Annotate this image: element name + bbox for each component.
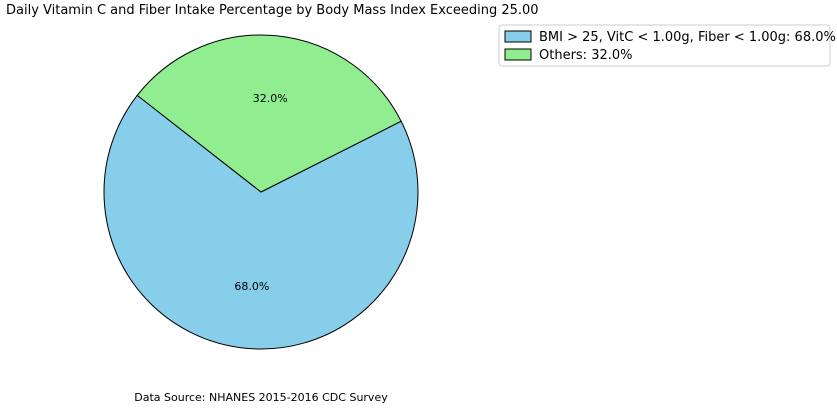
legend-label: BMI > 25, VitC < 1.00g, Fiber < 1.00g: 6… [539, 30, 836, 45]
slice-percentage-label: 68.0% [234, 280, 269, 293]
pie-percentage-labels: 68.0% 32.0% [234, 92, 287, 293]
pie-slice-bmi-low-intake [103, 94, 419, 350]
legend-label: Others: 32.0% [539, 48, 633, 63]
legend-swatch [504, 30, 532, 43]
legend-frame [498, 24, 831, 67]
legend: BMI > 25, VitC < 1.00g, Fiber < 1.00g: 6… [498, 24, 836, 67]
chart-title: Daily Vitamin C and Fiber Intake Percent… [6, 3, 539, 18]
pie-slices [103, 34, 419, 350]
pie-slice-others [136, 34, 402, 193]
legend-swatch [504, 48, 532, 61]
data-source-note: Data Source: NHANES 2015-2016 CDC Survey [134, 391, 388, 404]
slice-percentage-label: 32.0% [253, 92, 288, 105]
